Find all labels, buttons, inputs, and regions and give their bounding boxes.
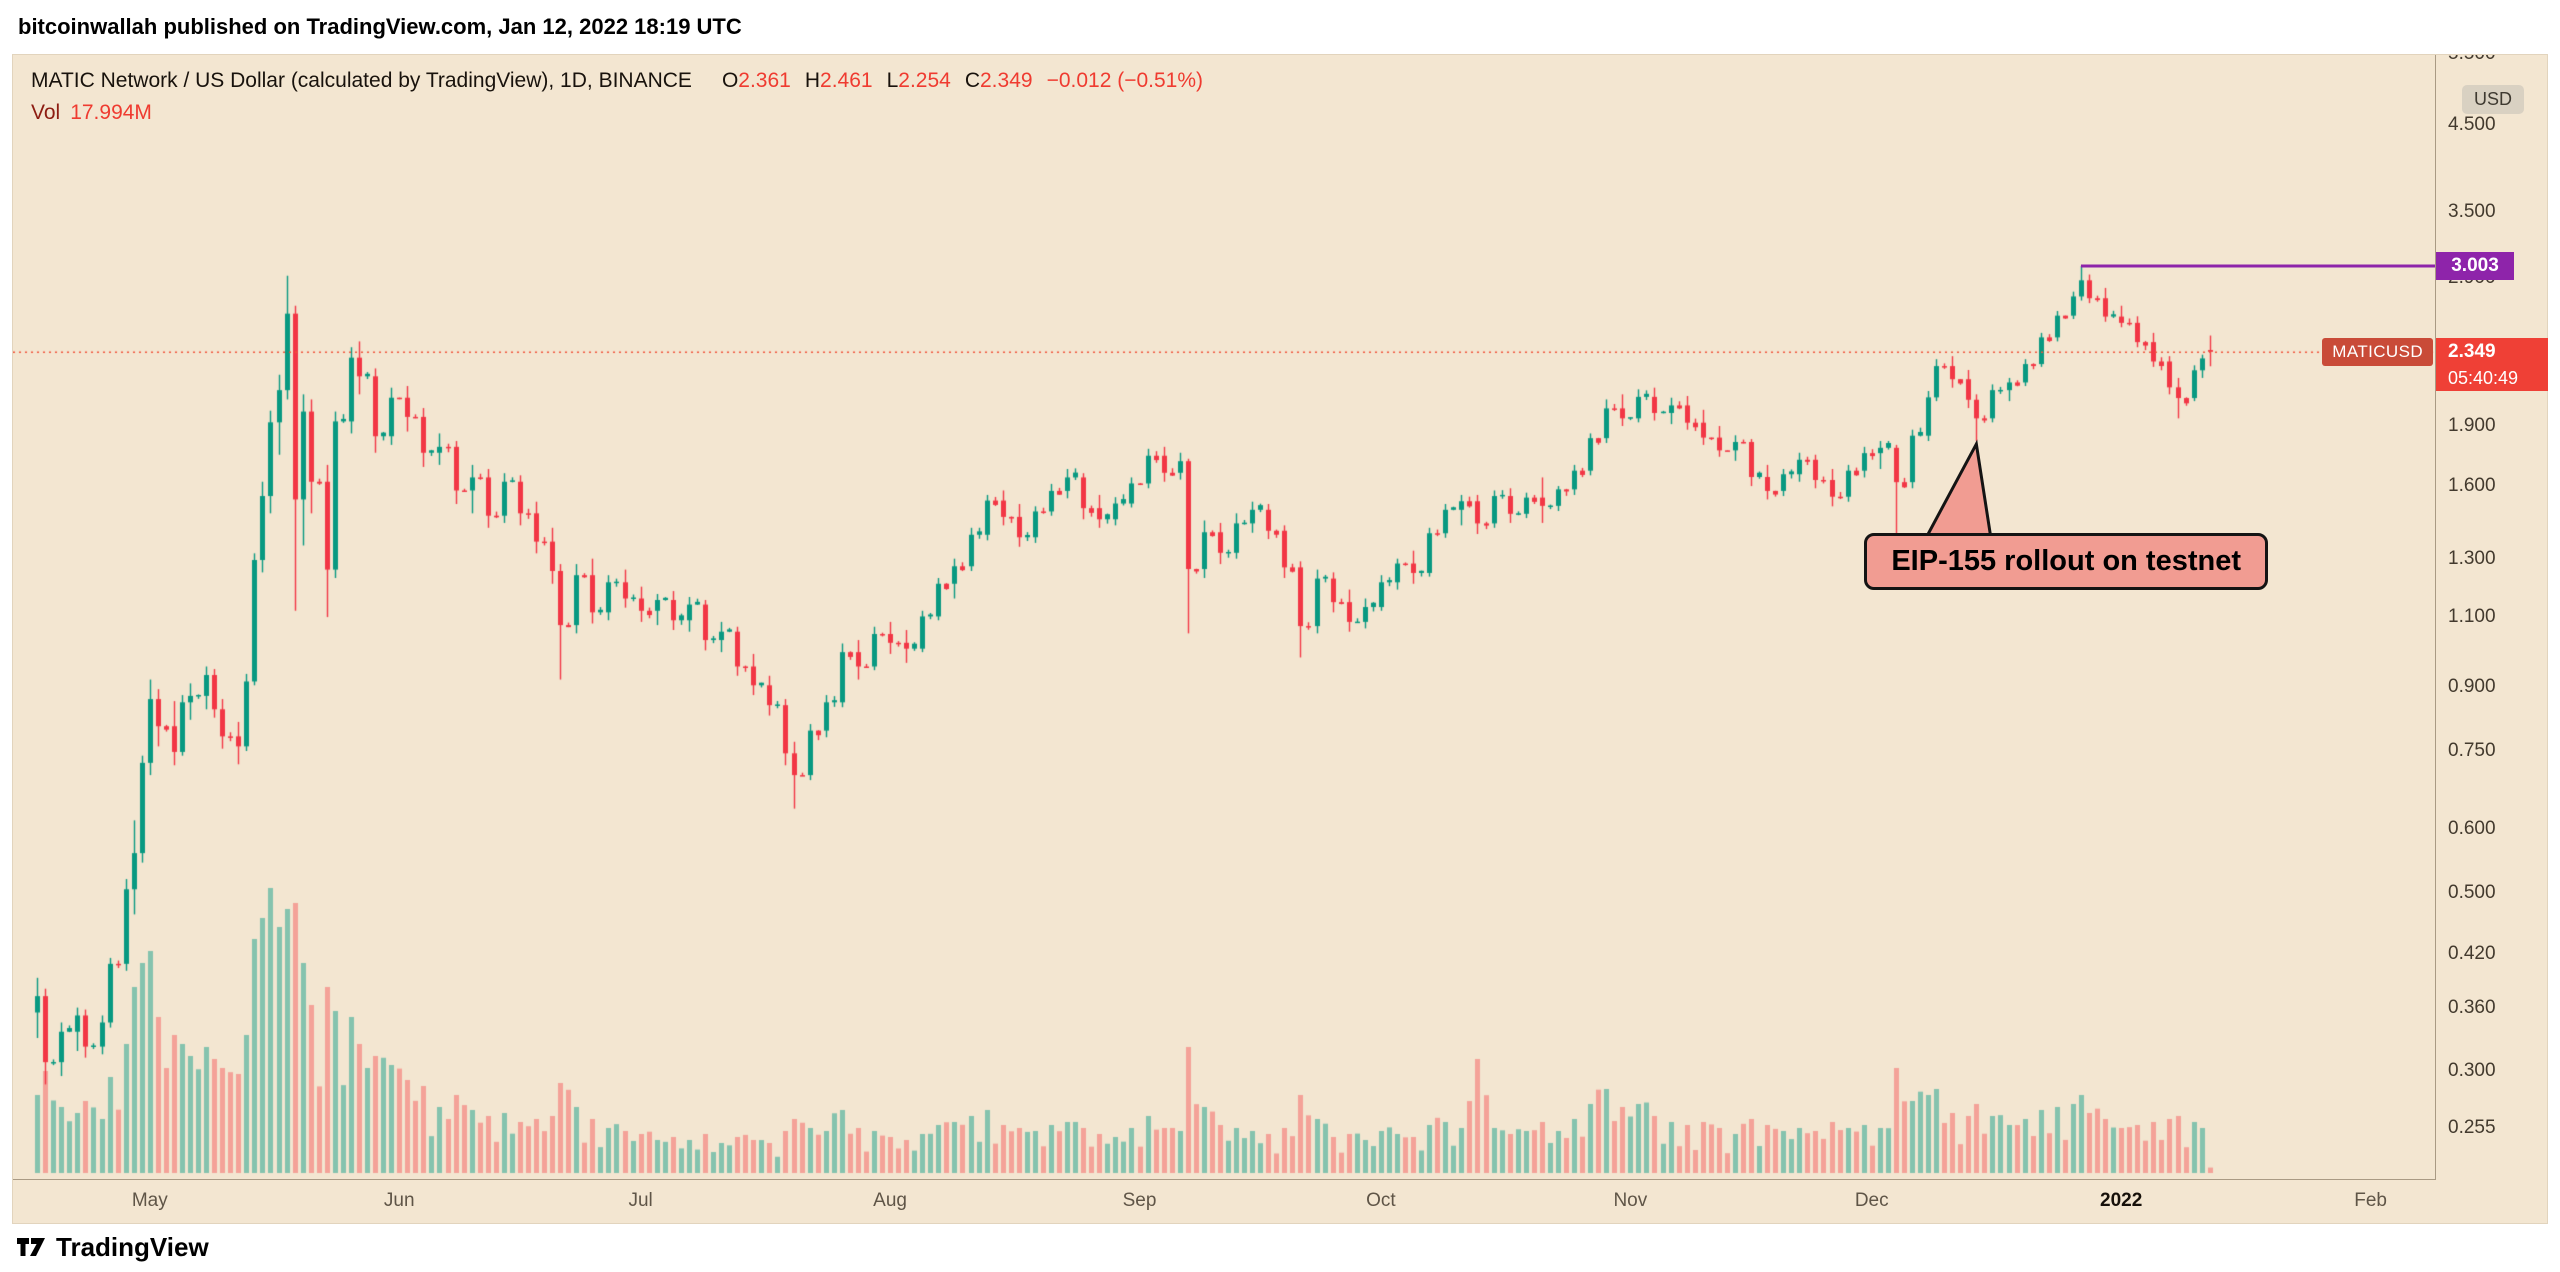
price-tick: 4.500 [2448, 113, 2496, 135]
ohlc-open-key: O [721, 69, 739, 92]
price-tick: 0.420 [2448, 942, 2496, 964]
time-axis-label-jun: Jun [383, 1190, 415, 1211]
ohlc-low-value: 2.254 [898, 69, 951, 92]
time-axis-label-may: May [131, 1190, 168, 1211]
time-axis[interactable]: May Jun Jul Aug Sep Oct Nov Dec 2022 Feb [13, 1180, 2436, 1224]
price-tick: 1.600 [2448, 475, 2496, 497]
price-tick: 1.300 [2448, 547, 2496, 569]
time-axis-label-jul: Jul [628, 1190, 653, 1211]
chart-legend: MATIC Network / US Dollar (calculated by… [31, 65, 1203, 129]
publish-header: bitcoinwallah published on TradingView.c… [0, 0, 2560, 54]
symbol-price-badge: MATICUSD [2322, 337, 2433, 366]
publish-line: bitcoinwallah published on TradingView.c… [18, 14, 742, 39]
price-tick: 1.900 [2448, 414, 2496, 436]
bar-countdown: 05:40:49 [2436, 365, 2548, 391]
tradingview-logo-icon[interactable] [16, 1234, 46, 1260]
time-axis-label-sep: Sep [1122, 1190, 1157, 1211]
price-tick: 0.500 [2448, 881, 2496, 903]
time-axis-label-2022: 2022 [2100, 1190, 2143, 1211]
ohlc-low-key: L [886, 69, 899, 92]
price-tick: 1.100 [2448, 606, 2496, 628]
current-price-label: 2.349 05:40:49 [2436, 337, 2548, 391]
price-scale[interactable]: 0.255 0.300 0.360 0.420 0.500 0.600 0.750 0.900… [2436, 55, 2548, 1179]
tradingview-wordmark[interactable]: TradingView [56, 1231, 209, 1262]
chart-container: MATIC Network / US Dollar (calculated by… [12, 54, 2548, 1224]
ohlc-open-value: 2.361 [738, 69, 791, 92]
legend-row-volume: Vol 17.994M [31, 97, 1203, 129]
time-axis-label-dec: Dec [1854, 1190, 1889, 1211]
time-axis-label-aug: Aug [873, 1190, 907, 1211]
time-axis-label-feb: Feb [2354, 1190, 2387, 1211]
change-value: −0.012 (−0.51%) [1046, 69, 1204, 92]
legend-row-main: MATIC Network / US Dollar (calculated by… [31, 65, 1203, 97]
price-chart-canvas[interactable] [13, 55, 2435, 1179]
ohlc-high-value: 2.461 [820, 69, 873, 92]
current-price-value: 2.349 [2436, 337, 2548, 366]
price-tick: 5.500 [2448, 55, 2496, 65]
volume-label: Vol [31, 101, 61, 124]
currency-unit-button[interactable]: USD [2462, 85, 2525, 114]
ray-price-label: 3.003 [2436, 251, 2514, 280]
price-tick: 0.255 [2448, 1117, 2496, 1139]
price-tick: 3.500 [2448, 201, 2496, 223]
time-axis-label-oct: Oct [1366, 1190, 1396, 1211]
volume-value: 17.994M [70, 101, 152, 124]
price-tick: 0.300 [2448, 1060, 2496, 1082]
ohlc-high-key: H [804, 69, 821, 92]
annotation-callout[interactable]: EIP-155 rollout on testnet [1864, 533, 2269, 591]
price-tick: 0.900 [2448, 676, 2496, 698]
symbol-title: MATIC Network / US Dollar (calculated by… [31, 69, 692, 92]
ohlc-close-key: C [964, 69, 980, 92]
time-axis-label-nov: Nov [1613, 1190, 1648, 1211]
price-tick: 0.750 [2448, 739, 2496, 761]
price-tick: 0.360 [2448, 996, 2496, 1018]
price-tick: 0.600 [2448, 818, 2496, 839]
ohlc-close-value: 2.349 [980, 69, 1033, 92]
chart-plot-area: MATIC Network / US Dollar (calculated by… [13, 55, 2436, 1180]
footer: TradingView [0, 1224, 2560, 1270]
